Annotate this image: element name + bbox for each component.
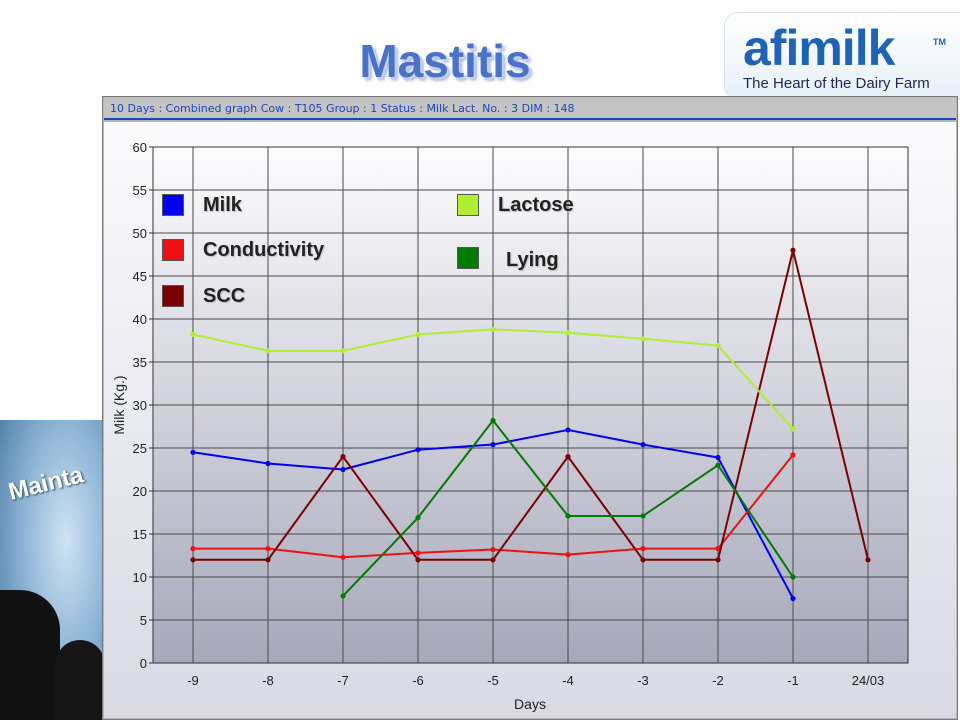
- data-point-scc: [565, 454, 571, 460]
- data-point-lactose: [715, 343, 721, 349]
- y-tick-label: 45: [133, 269, 147, 284]
- x-tick-label: -5: [487, 673, 499, 688]
- y-tick-label: 25: [133, 441, 147, 456]
- plot-border: [152, 146, 909, 664]
- y-tick-label: 35: [133, 355, 147, 370]
- data-point-scc: [715, 557, 721, 563]
- x-axis-label: Days: [514, 696, 546, 712]
- data-point-conductivity: [790, 452, 796, 458]
- logo-brand: afimilk: [743, 20, 895, 76]
- y-tick-label: 55: [133, 183, 147, 198]
- data-point-conductivity: [415, 550, 421, 556]
- data-point-lying: [340, 593, 346, 599]
- data-point-lying: [790, 574, 796, 580]
- data-point-lactose: [340, 348, 346, 354]
- y-tick-label: 50: [133, 226, 147, 241]
- data-point-scc: [265, 557, 271, 563]
- legend-label-lactose: Lactose: [498, 194, 574, 216]
- graph-window-header: 10 Days : Combined graph Cow : T105 Grou…: [104, 98, 956, 120]
- data-point-conductivity: [715, 546, 721, 552]
- y-tick-label: 40: [133, 312, 147, 327]
- x-tick-label: -4: [562, 673, 574, 688]
- x-tick-label: -2: [712, 673, 724, 688]
- legend-swatch-milk: [162, 194, 184, 216]
- data-point-lactose: [490, 326, 496, 332]
- y-tick-label: 30: [133, 398, 147, 413]
- data-point-milk: [490, 441, 496, 448]
- data-point-scc: [865, 557, 871, 563]
- x-tick-label: 24/03: [852, 673, 885, 688]
- data-point-lying: [715, 462, 721, 468]
- data-point-lying: [415, 515, 421, 521]
- data-point-conductivity: [640, 546, 646, 552]
- x-tick-label: -8: [262, 673, 274, 688]
- y-tick-label: 5: [140, 613, 147, 628]
- data-point-conductivity: [190, 546, 196, 552]
- legend-label-milk: Milk: [203, 194, 242, 216]
- data-point-lactose: [190, 331, 196, 338]
- data-point-milk: [640, 441, 646, 448]
- background-cow-image: [0, 590, 60, 720]
- y-tick-label: 15: [133, 527, 147, 542]
- data-point-milk: [790, 595, 796, 602]
- graph-header-info: 10 Days : Combined graph Cow : T105 Grou…: [110, 102, 575, 115]
- data-point-lying: [565, 513, 571, 519]
- logo-tagline: The Heart of the Dairy Farm: [743, 75, 930, 92]
- data-point-lactose: [790, 426, 796, 432]
- logo-trademark: TM: [933, 37, 946, 47]
- x-tick-label: -6: [412, 673, 424, 688]
- legend-label-scc: SCC: [203, 285, 246, 307]
- data-point-scc: [490, 557, 496, 563]
- data-point-milk: [265, 460, 271, 467]
- legend-swatch-lying: [457, 247, 479, 269]
- data-point-lying: [490, 417, 496, 424]
- x-tick-label: -3: [637, 673, 649, 688]
- legend-swatch-scc: [162, 285, 184, 307]
- data-point-scc: [415, 557, 421, 563]
- x-tick-label: -9: [187, 673, 199, 688]
- legend-label-conductivity: Conductivity: [203, 239, 325, 261]
- data-point-lactose: [415, 331, 421, 338]
- data-point-milk: [190, 449, 196, 455]
- legend-swatch-conductivity: [162, 239, 184, 261]
- data-point-conductivity: [340, 554, 346, 560]
- y-tick-label: 10: [133, 570, 147, 585]
- y-tick-label: 20: [133, 484, 147, 499]
- y-tick-label: 0: [140, 656, 147, 671]
- data-point-milk: [715, 454, 721, 461]
- legend-swatch-lactose: [457, 194, 479, 216]
- background-cow-image-2: [55, 640, 105, 720]
- data-point-milk: [340, 466, 346, 473]
- data-point-lactose: [565, 330, 571, 336]
- data-point-scc: [340, 454, 346, 460]
- series-line-scc: [193, 249, 869, 561]
- afimilk-logo: afimilk TM The Heart of the Dairy Farm: [724, 12, 960, 100]
- data-point-milk: [565, 427, 571, 433]
- legend-label-lying: Lying: [506, 249, 559, 271]
- data-point-lying: [640, 513, 646, 519]
- data-point-milk: [415, 447, 421, 453]
- x-tick-label: -7: [337, 673, 349, 688]
- slide-title: Mastitis: [359, 35, 531, 87]
- data-point-conductivity: [265, 546, 271, 552]
- data-point-lactose: [265, 348, 271, 354]
- x-tick-label: -1: [787, 673, 799, 688]
- data-point-lactose: [640, 336, 646, 342]
- data-point-scc: [790, 247, 796, 253]
- data-point-scc: [640, 557, 646, 563]
- data-point-conductivity: [490, 546, 496, 553]
- data-point-scc: [190, 557, 196, 563]
- y-axis-label: Milk (Kg.): [111, 375, 127, 434]
- y-tick-label: 60: [133, 140, 147, 155]
- data-point-conductivity: [565, 552, 571, 558]
